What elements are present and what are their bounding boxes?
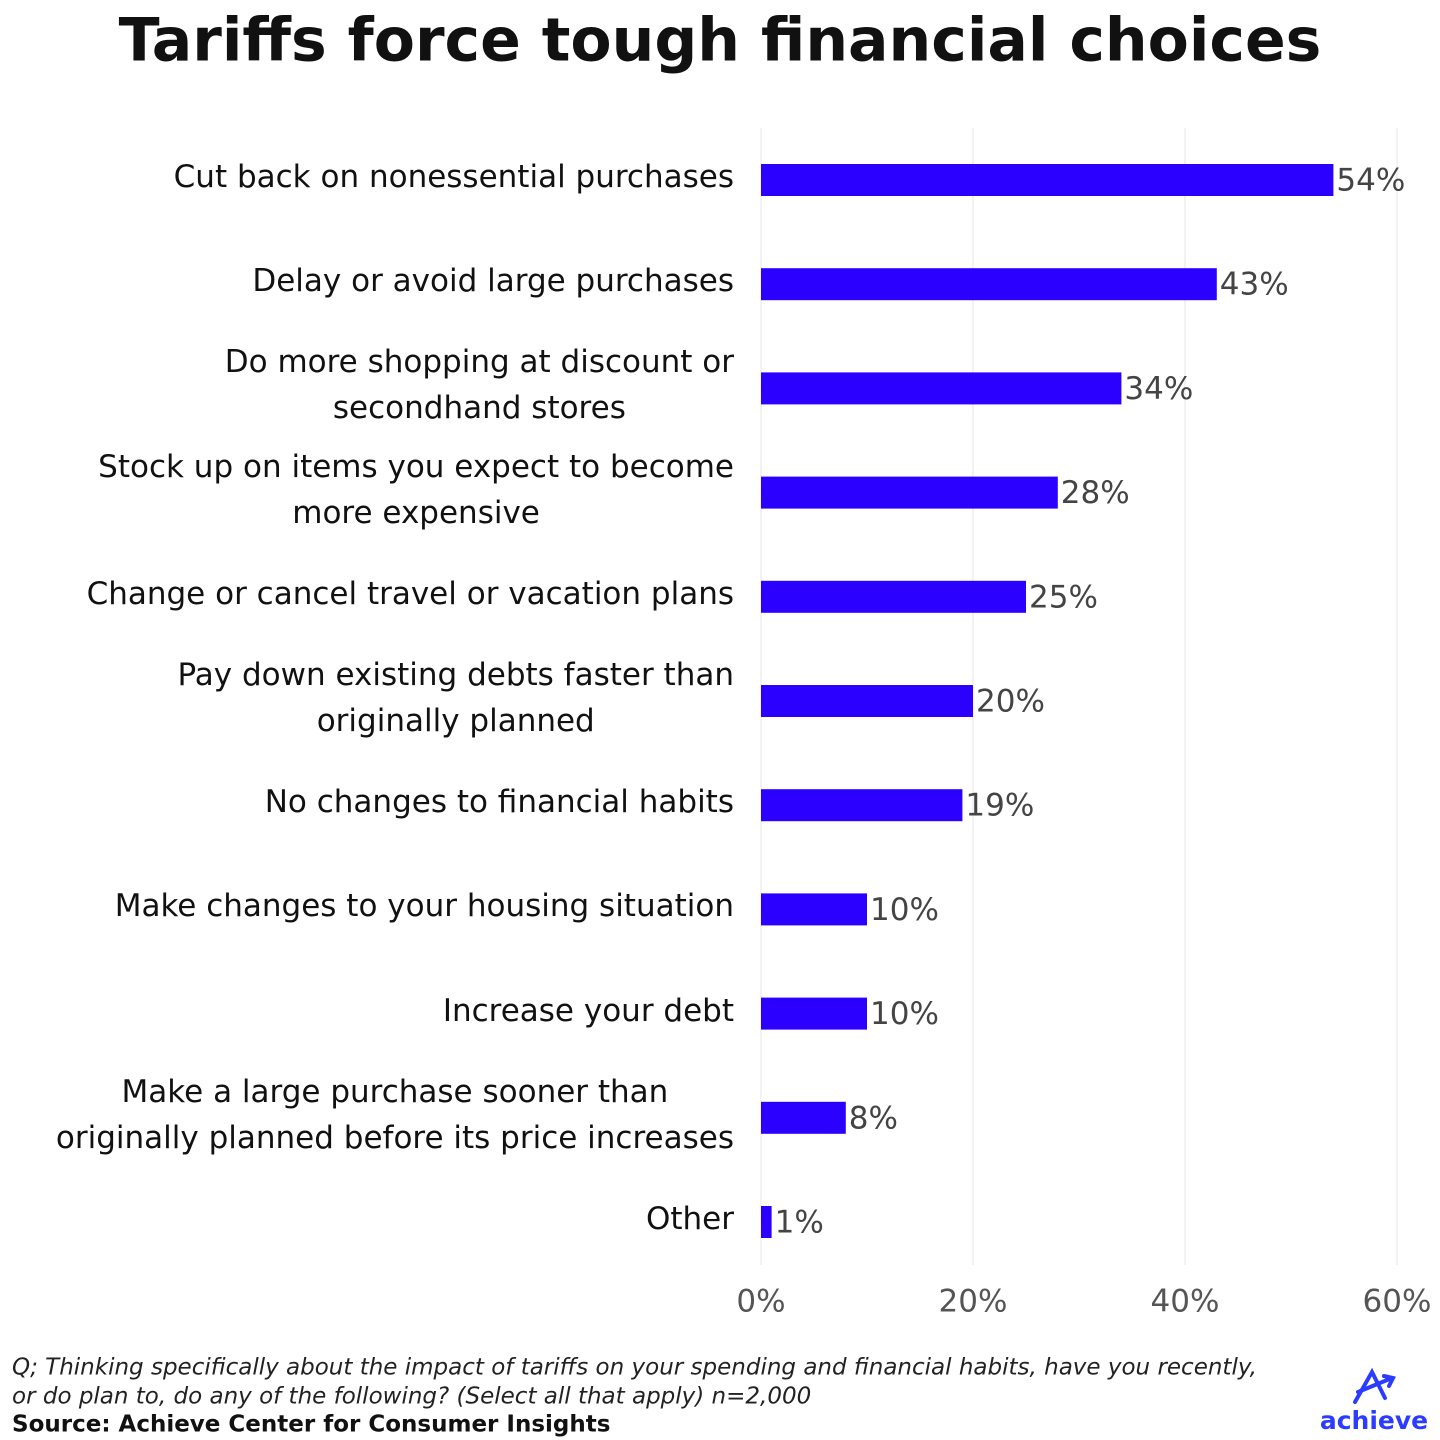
value-label: 43% xyxy=(1220,267,1289,303)
bar xyxy=(761,372,1122,405)
chart-title: Tariffs force tough financial choices xyxy=(119,6,1322,76)
y-tick-label-box: Make changes to your housing situation xyxy=(4,851,734,961)
logo: achieve xyxy=(1320,1406,1428,1435)
value-label: 34% xyxy=(1124,371,1193,407)
y-tick-label: Make a large purchase sooner than origin… xyxy=(55,1073,734,1156)
footnote: Q; Thinking specifically about the impac… xyxy=(12,1355,1257,1381)
bar xyxy=(761,164,1334,196)
y-tick-label-box: Pay down existing debts faster than orig… xyxy=(4,643,734,753)
value-label: 28% xyxy=(1061,475,1130,511)
bar xyxy=(761,685,973,717)
y-tick-label: Delay or avoid large purchases xyxy=(252,263,734,300)
y-tick-label-box: Other xyxy=(4,1164,734,1274)
bar xyxy=(761,1206,772,1238)
y-tick-label-box: Delay or avoid large purchases xyxy=(4,226,734,336)
y-tick-label-box: Do more shopping at discount or secondha… xyxy=(4,330,734,440)
y-tick-label: Pay down existing debts faster than orig… xyxy=(177,657,734,739)
y-tick-label-box: Increase your debt xyxy=(4,956,734,1066)
bar xyxy=(761,997,867,1030)
y-tick-label-box: Stock up on items you expect to become m… xyxy=(4,435,734,545)
bar xyxy=(761,476,1058,509)
value-label: 10% xyxy=(870,996,939,1032)
y-tick-label: Make changes to your housing situation xyxy=(114,888,734,925)
bar xyxy=(761,893,867,926)
y-tick-label: Other xyxy=(645,1201,734,1237)
y-tick-label: Do more shopping at discount or secondha… xyxy=(224,344,734,427)
value-label: 1% xyxy=(775,1205,824,1241)
x-tick-label: 40% xyxy=(1151,1284,1220,1320)
x-tick-label: 20% xyxy=(939,1284,1008,1320)
value-label: 10% xyxy=(870,892,939,928)
logo-icon xyxy=(1353,1367,1396,1404)
y-tick-label: Increase your debt xyxy=(442,992,734,1029)
value-label: 20% xyxy=(976,684,1045,720)
y-tick-label: Stock up on items you expect to become m… xyxy=(98,448,734,531)
y-tick-label-box: No changes to financial habits xyxy=(4,747,734,857)
y-tick-label: Change or cancel travel or vacation plan… xyxy=(86,575,734,612)
y-tick-label-box: Change or cancel travel or vacation plan… xyxy=(4,539,734,649)
value-label: 19% xyxy=(965,788,1034,824)
y-tick-label: No changes to financial habits xyxy=(264,784,734,821)
bar xyxy=(761,580,1026,613)
value-label: 8% xyxy=(849,1100,898,1136)
value-label: 25% xyxy=(1029,579,1098,615)
bar xyxy=(761,268,1217,301)
bar xyxy=(761,789,963,822)
x-tick-label: 0% xyxy=(736,1284,785,1320)
footnote: or do plan to, do any of the following? … xyxy=(12,1384,811,1410)
bar xyxy=(761,1101,846,1134)
value-label: 54% xyxy=(1336,163,1405,199)
source: Source: Achieve Center for Consumer Insi… xyxy=(12,1412,610,1438)
x-tick-label: 60% xyxy=(1363,1284,1432,1320)
y-tick-label-box: Cut back on nonessential purchases xyxy=(4,122,734,232)
y-tick-label-box: Make a large purchase sooner than origin… xyxy=(4,1060,734,1170)
y-tick-label: Cut back on nonessential purchases xyxy=(173,159,734,195)
